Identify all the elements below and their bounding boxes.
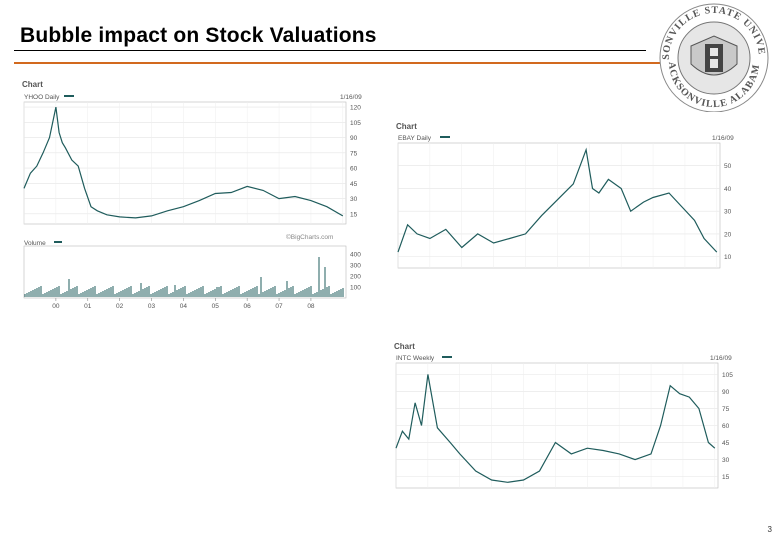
chart-intc: Chart INTC Weekly 1/16/09 10590756045301… — [394, 342, 733, 489]
price-line-series — [23, 106, 344, 219]
chart-symbol-label: YHOO Daily — [24, 94, 60, 101]
title-rule-black — [14, 50, 646, 51]
chart-panel-yhoo: Chart YHOO Daily 1/16/09 120 105 90 75 60 45 3… — [22, 78, 362, 318]
page-number: 3 — [767, 525, 772, 534]
y-tick-label: 75 — [350, 150, 358, 157]
slide-title: Bubble impact on Stock Valuations — [20, 24, 377, 47]
volume-tick-label: 300 — [350, 263, 361, 270]
y-tick-label: 30 — [724, 209, 732, 216]
y-tick-label: 75 — [722, 406, 730, 413]
y-tick-label: 15 — [722, 474, 730, 481]
price-y-ticks: 105 90 75 60 45 30 15 — [722, 372, 733, 481]
x-tick-label: 01 — [84, 303, 92, 310]
volume-bars — [24, 257, 344, 297]
y-tick-label: 10 — [724, 254, 732, 261]
chart-date-label: 1/16/09 — [712, 135, 734, 142]
y-tick-label: 15 — [350, 211, 358, 218]
y-tick-label: 60 — [722, 423, 730, 430]
y-tick-label: 120 — [350, 105, 361, 112]
price-grid — [397, 143, 720, 268]
volume-legend-swatch — [54, 241, 62, 243]
y-tick-label: 45 — [722, 440, 730, 447]
chart-panel-title: Chart — [394, 342, 415, 351]
x-tick-label: 00 — [52, 303, 60, 310]
price-y-ticks: 120 105 90 75 60 45 30 15 — [350, 105, 361, 219]
y-tick-label: 30 — [350, 196, 358, 203]
chart-symbol-label: EBAY Daily — [398, 135, 432, 142]
y-tick-label: 105 — [722, 372, 733, 379]
seal-graphic: JACKSONVILLE STATE UNIVERSITY JACKSONVIL… — [651, 0, 769, 113]
volume-y-ticks: 400 300 200 100 — [350, 252, 361, 292]
legend-swatch — [442, 356, 452, 358]
title-rule-orange — [14, 62, 660, 64]
y-tick-label: 60 — [350, 166, 358, 173]
x-tick-label: 06 — [244, 303, 252, 310]
y-tick-label: 40 — [724, 186, 732, 193]
price-grid — [395, 363, 718, 488]
seal-letter-block — [705, 44, 723, 72]
chart-panel-title: Chart — [396, 122, 417, 131]
x-tick-label: 03 — [148, 303, 156, 310]
university-seal-logo: JACKSONVILLE STATE UNIVERSITY JACKSONVIL… — [651, 0, 773, 113]
chart-date-label: 1/16/09 — [710, 355, 732, 362]
x-tick-label: 08 — [307, 303, 315, 310]
legend-swatch — [64, 95, 74, 97]
y-tick-label: 50 — [724, 163, 732, 170]
chart-ebay: Chart EBAY Daily 1/16/09 50 40 30 20 10 — [396, 122, 734, 269]
y-tick-label: 90 — [722, 389, 730, 396]
x-tick-label: 07 — [275, 303, 283, 310]
chart-panel-ebay: Chart EBAY Daily 1/16/09 50 40 30 20 10 — [396, 120, 742, 272]
chart-panel-title: Chart — [22, 80, 43, 89]
price-grid — [23, 102, 346, 224]
price-plot-frame — [397, 142, 721, 269]
chart-watermark: ©BigCharts.com — [286, 233, 333, 241]
x-axis-ticks: 00 01 02 03 04 05 06 07 08 — [52, 298, 315, 310]
y-tick-label: 45 — [350, 181, 358, 188]
y-tick-label: 30 — [722, 457, 730, 464]
price-line-series — [397, 147, 718, 253]
y-tick-label: 90 — [350, 135, 358, 142]
chart-yhoo: Chart YHOO Daily 1/16/09 120 105 90 75 60 45 3… — [22, 80, 362, 310]
x-tick-label: 02 — [116, 303, 124, 310]
volume-tick-label: 200 — [350, 274, 361, 281]
chart-symbol-label: INTC Weekly — [396, 355, 435, 362]
volume-tick-label: 100 — [350, 285, 361, 292]
volume-label: Volume — [24, 240, 46, 247]
y-tick-label: 105 — [350, 120, 361, 127]
legend-swatch — [440, 136, 450, 138]
x-tick-label: 04 — [180, 303, 188, 310]
chart-date-label: 1/16/09 — [340, 94, 362, 101]
x-tick-label: 05 — [212, 303, 220, 310]
volume-tick-label: 400 — [350, 252, 361, 259]
y-tick-label: 20 — [724, 231, 732, 238]
price-y-ticks: 50 40 30 20 10 — [724, 163, 732, 261]
chart-panel-intc: Chart INTC Weekly 1/16/09 105 90 75 60 45 30 1… — [394, 340, 740, 492]
price-line-series — [395, 374, 716, 483]
